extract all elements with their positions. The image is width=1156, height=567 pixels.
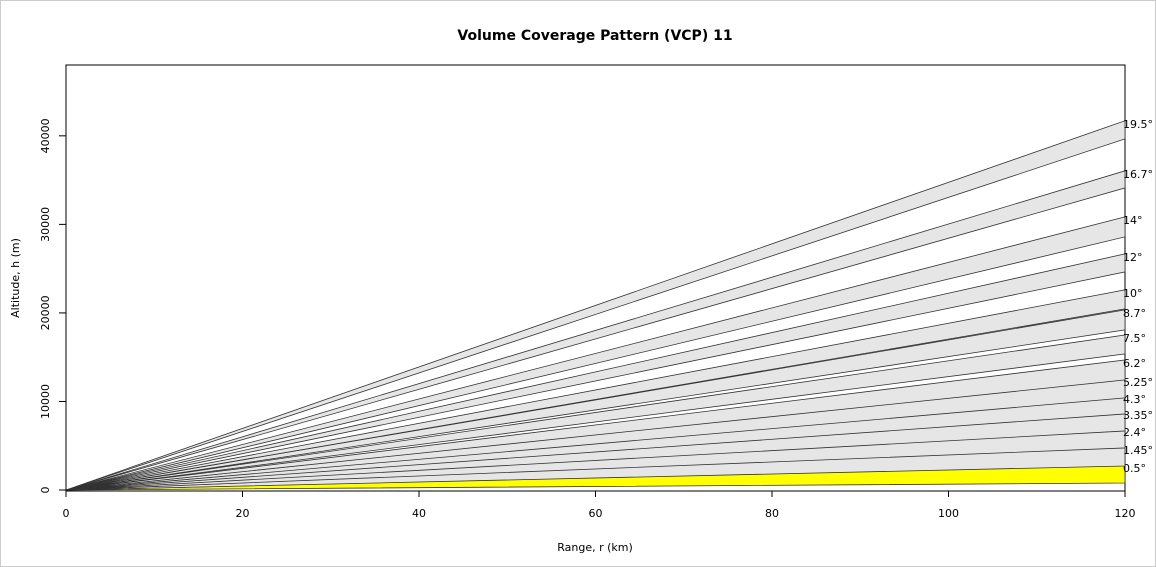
y-tick-label: 30000 — [39, 207, 52, 242]
beam-label: 8.7° — [1123, 307, 1146, 320]
beam-label: 3.35° — [1123, 409, 1153, 422]
beam — [65, 253, 1126, 491]
x-tick-label: 60 — [589, 507, 603, 520]
beam-label: 4.3° — [1123, 393, 1146, 406]
beam-label: 14° — [1123, 214, 1143, 227]
beam-label: 6.2° — [1123, 357, 1146, 370]
beam — [65, 334, 1126, 491]
beam-label: 12° — [1123, 251, 1143, 264]
x-tick-label: 100 — [938, 507, 959, 520]
beam-label: 16.7° — [1123, 168, 1153, 181]
x-tick-label: 20 — [236, 507, 250, 520]
beam — [65, 359, 1126, 491]
beam-label: 7.5° — [1123, 332, 1146, 345]
beam-label: 19.5° — [1123, 118, 1153, 131]
beam-label: 1.45° — [1123, 444, 1153, 457]
x-tick-label: 80 — [765, 507, 779, 520]
beam-label: 2.4° — [1123, 426, 1146, 439]
y-tick-label: 0 — [39, 487, 52, 494]
y-tick-label: 40000 — [39, 118, 52, 153]
beam-label: 10° — [1123, 287, 1143, 300]
x-tick-label: 0 — [63, 507, 70, 520]
beam-label: 0.5° — [1123, 462, 1146, 475]
x-tick-label: 120 — [1115, 507, 1136, 520]
beam — [65, 170, 1126, 491]
x-tick-label: 40 — [412, 507, 426, 520]
chart-title: Volume Coverage Pattern (VCP) 11 — [457, 28, 732, 44]
y-tick-label: 10000 — [39, 384, 52, 419]
y-tick-label: 20000 — [39, 295, 52, 330]
beam-label: 5.25° — [1123, 376, 1153, 389]
beam — [65, 216, 1126, 491]
beam — [65, 289, 1126, 491]
y-axis-label: Altitude, h (m) — [9, 238, 22, 318]
beam — [65, 120, 1126, 491]
x-axis-label: Range, r (km) — [557, 541, 633, 554]
